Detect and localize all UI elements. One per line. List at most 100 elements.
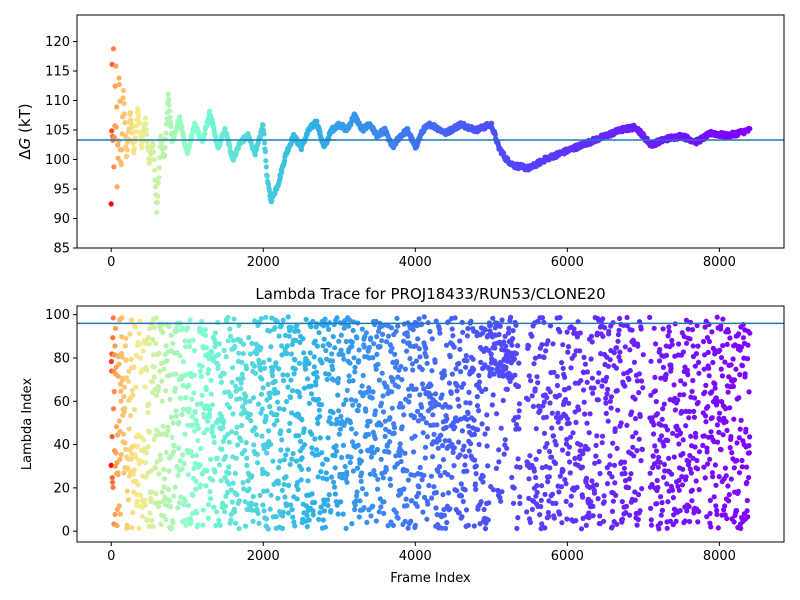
lambda-point xyxy=(583,479,589,485)
lambda-point xyxy=(510,328,516,334)
lambda-point xyxy=(123,335,129,341)
lambda-point xyxy=(692,395,698,401)
lambda-point xyxy=(329,351,335,357)
lambda-point xyxy=(669,342,675,348)
lambda-point xyxy=(467,400,473,406)
lambda-point xyxy=(504,386,510,392)
lambda-point xyxy=(340,442,346,448)
lambda-point xyxy=(231,316,237,322)
lambda-point xyxy=(147,510,153,516)
lambda-point xyxy=(664,525,670,531)
lambda-point xyxy=(293,337,299,343)
lambda-point xyxy=(716,474,722,480)
lambda-point xyxy=(340,352,346,358)
lambda-point xyxy=(541,399,547,405)
lambda-point xyxy=(158,456,164,463)
lambda-point xyxy=(562,396,569,403)
delta-g-point xyxy=(260,122,266,128)
lambda-point xyxy=(349,339,355,345)
lambda-point xyxy=(565,416,571,422)
lambda-point xyxy=(471,417,477,423)
lambda-point xyxy=(188,448,194,454)
lambda-point xyxy=(715,398,721,404)
lambda-point xyxy=(632,396,638,402)
lambda-point xyxy=(636,390,642,396)
lambda-point xyxy=(159,398,165,404)
lambda-point xyxy=(301,350,307,356)
lambda-point xyxy=(659,507,666,513)
lambda-point xyxy=(195,522,201,528)
lambda-point xyxy=(228,487,234,493)
lambda-point xyxy=(338,413,344,420)
lambda-point xyxy=(506,325,512,331)
lambda-point xyxy=(374,447,380,453)
lambda-point xyxy=(492,345,498,351)
lambda-point xyxy=(585,446,591,452)
lambda-point xyxy=(442,372,448,378)
lambda-point xyxy=(632,497,638,503)
lambda-point xyxy=(266,328,273,334)
lambda-point xyxy=(236,322,242,328)
lambda-point xyxy=(474,403,481,409)
lambda-point xyxy=(389,389,395,395)
lambda-point xyxy=(123,357,129,363)
lambda-point xyxy=(367,418,373,424)
lambda-point xyxy=(581,399,587,405)
lambda-point xyxy=(622,459,628,465)
lambda-point xyxy=(447,506,453,512)
lambda-point xyxy=(368,454,374,460)
lambda-point xyxy=(718,447,724,453)
lambda-point xyxy=(468,441,474,447)
lambda-point xyxy=(388,325,395,331)
lambda-point xyxy=(131,364,137,370)
lambda-point xyxy=(622,344,628,350)
lambda-point xyxy=(455,396,461,402)
lambda-point xyxy=(478,359,484,365)
lambda-point xyxy=(166,324,172,330)
lambda-point xyxy=(379,323,385,329)
lambda-point xyxy=(449,371,455,377)
lambda-point xyxy=(113,450,119,456)
lambda-point xyxy=(640,385,646,391)
lambda-point xyxy=(185,325,191,331)
delta-g-point xyxy=(155,193,161,199)
lambda-point xyxy=(709,415,715,421)
lambda-point xyxy=(500,373,506,379)
lambda-point xyxy=(172,385,179,392)
lambda-point xyxy=(354,493,360,499)
delta-g-point xyxy=(139,145,145,151)
lambda-point xyxy=(398,363,404,370)
lambda-point xyxy=(249,473,255,479)
lambda-point xyxy=(566,420,572,426)
lambda-point xyxy=(271,386,278,392)
lambda-point xyxy=(226,439,232,445)
lambda-point xyxy=(566,385,572,391)
lambda-point xyxy=(730,383,737,389)
lambda-point xyxy=(539,342,545,348)
lambda-point xyxy=(717,347,723,353)
lambda-point xyxy=(413,358,419,364)
lambda-point xyxy=(200,522,206,528)
lambda-point xyxy=(172,484,178,490)
lambda-point xyxy=(676,477,682,483)
lambda-point xyxy=(161,366,167,372)
lambda-point xyxy=(211,433,217,440)
lambda-point xyxy=(240,480,246,486)
lambda-point xyxy=(190,492,196,498)
lambda-point xyxy=(734,440,740,446)
lambda-point xyxy=(326,492,332,498)
lambda-point xyxy=(404,468,410,474)
lambda-point xyxy=(326,326,332,332)
lambda-point xyxy=(634,522,640,528)
lambda-point xyxy=(322,316,328,322)
lambda-point xyxy=(584,369,591,375)
lambda-point xyxy=(693,351,700,357)
lambda-point xyxy=(555,419,561,425)
lambda-point xyxy=(275,495,281,501)
lambda-point xyxy=(546,513,552,520)
lambda-point xyxy=(423,420,429,426)
lambda-point xyxy=(348,397,354,403)
delta-g-point xyxy=(151,167,158,173)
lambda-point xyxy=(378,456,384,462)
lambda-point xyxy=(459,514,465,520)
